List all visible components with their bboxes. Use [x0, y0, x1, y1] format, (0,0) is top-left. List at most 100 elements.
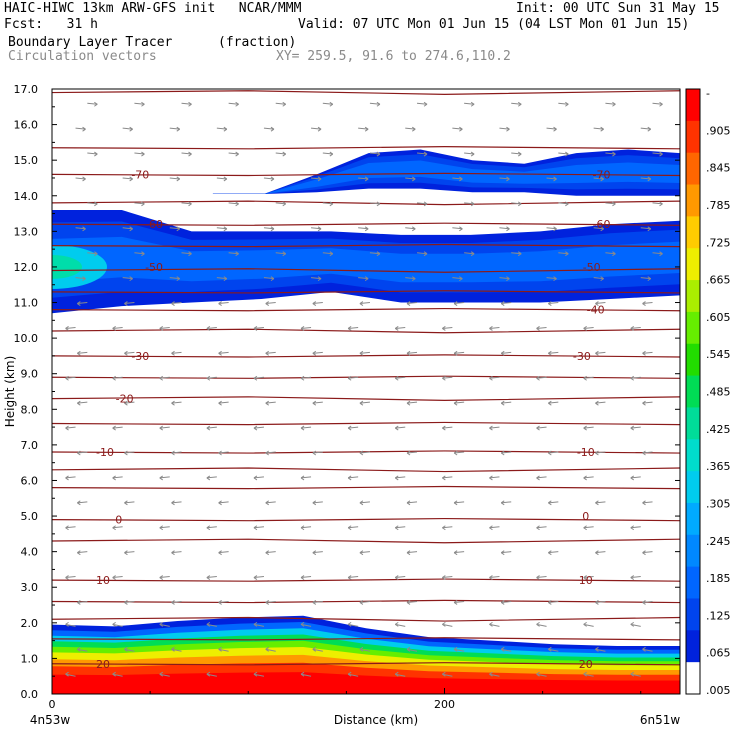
- circulation-vector-head: [65, 475, 69, 481]
- theta-contour: [52, 450, 680, 454]
- circulation-vector: [358, 177, 369, 180]
- circulation-vector-head: [124, 550, 128, 556]
- circulation-vector-head: [642, 500, 646, 506]
- circulation-vector: [583, 673, 594, 677]
- circulation-vector-head: [506, 126, 510, 132]
- circulation-vector: [206, 476, 217, 479]
- circulation-vector-head: [423, 251, 428, 257]
- circulation-vector: [499, 227, 510, 230]
- circulation-vector: [489, 326, 500, 329]
- circulation-vector: [642, 401, 653, 404]
- header-valid-time: Valid: 07 UTC Mon 01 Jun 15 (04 LST Mon …: [298, 17, 690, 32]
- circulation-vector: [630, 476, 641, 479]
- colorbar-label: .065: [706, 647, 731, 660]
- circulation-vector-head: [659, 251, 663, 257]
- circulation-vector-head: [188, 101, 192, 107]
- circulation-vector: [218, 351, 229, 354]
- circulation-vector: [452, 227, 463, 230]
- circulation-vector: [593, 227, 604, 230]
- header-title: HAIC-HIWC 13km ARW-GFS init NCAR/MMM: [4, 1, 302, 16]
- circulation-vector-head: [500, 301, 505, 306]
- circulation-vector: [536, 426, 547, 429]
- circulation-vector-head: [329, 101, 334, 107]
- circulation-vector: [501, 451, 512, 454]
- circulation-vector: [501, 302, 512, 305]
- circulation-vector-head: [647, 176, 652, 182]
- circulation-vector: [442, 326, 453, 329]
- circulation-vector-head: [411, 176, 416, 182]
- circulation-vector-head: [406, 350, 411, 356]
- circulation-vector-head: [218, 400, 222, 406]
- circulation-vector-head: [659, 201, 663, 207]
- circulation-vector-head: [406, 600, 411, 605]
- circulation-vector-head: [489, 621, 493, 627]
- circulation-vector: [630, 673, 641, 677]
- circulation-vector-head: [470, 201, 475, 207]
- circulation-vector-head: [453, 450, 458, 456]
- circulation-vector: [311, 277, 322, 280]
- colorbar-swatch: [686, 534, 700, 568]
- circulation-vector: [112, 526, 123, 529]
- circulation-vector: [181, 102, 192, 105]
- circulation-vector-head: [548, 550, 552, 556]
- circulation-vector-head: [612, 201, 616, 207]
- circulation-vector-head: [317, 126, 322, 132]
- contour-label: -70: [131, 168, 149, 181]
- circulation-vector-head: [176, 126, 181, 132]
- colorbar-label: .785: [706, 199, 731, 212]
- circulation-vector-head: [453, 301, 458, 306]
- circulation-vector-head: [453, 500, 458, 506]
- circulation-vector: [405, 177, 416, 180]
- circulation-vector: [454, 648, 465, 652]
- circulation-vector-head: [583, 575, 587, 580]
- circulation-vector-head: [489, 425, 493, 431]
- circulation-vector: [442, 673, 453, 677]
- circulation-vector: [640, 127, 651, 130]
- circulation-vector-head: [94, 101, 98, 107]
- circulation-vector-head: [565, 251, 569, 257]
- circulation-vector: [206, 426, 217, 429]
- circulation-vector-head: [218, 301, 222, 306]
- theta-contour: [52, 616, 680, 622]
- circulation-vector: [452, 177, 463, 180]
- circulation-vector: [218, 451, 229, 454]
- circulation-vector-head: [359, 500, 364, 506]
- circulation-vector-head: [411, 276, 416, 282]
- y-tick-label: 11.0: [14, 297, 39, 310]
- circulation-vector-head: [159, 525, 164, 531]
- circulation-vector-head: [517, 151, 522, 157]
- circulation-vector-head: [65, 375, 69, 381]
- circulation-vector-head: [406, 550, 411, 556]
- bl-tracer-shade-8: [52, 672, 680, 694]
- circulation-vector-head: [406, 646, 411, 652]
- circulation-vector-head: [312, 400, 317, 406]
- circulation-vector-head: [394, 425, 399, 431]
- circulation-vector: [122, 277, 133, 280]
- circulation-vector: [348, 376, 359, 379]
- circulation-vector-head: [583, 671, 587, 677]
- circulation-vector: [253, 673, 265, 677]
- circulation-vector-head: [300, 671, 305, 677]
- circulation-vector-head: [548, 350, 552, 356]
- circulation-vector: [489, 426, 500, 429]
- circulation-vector: [489, 673, 500, 677]
- circulation-vector: [124, 401, 135, 404]
- circulation-vector: [228, 252, 239, 255]
- circulation-vector-head: [159, 475, 164, 481]
- circulation-vector-head: [206, 326, 211, 331]
- circulation-vector-head: [612, 151, 616, 157]
- circulation-vector: [312, 648, 323, 652]
- circulation-vector: [642, 451, 653, 454]
- circulation-vector: [263, 277, 274, 280]
- circulation-vector-head: [77, 550, 81, 556]
- circulation-vector-head: [159, 326, 164, 331]
- circulation-vector: [265, 600, 276, 603]
- circulation-vector-head: [159, 425, 164, 431]
- circulation-vector-head: [453, 600, 458, 605]
- circulation-vector: [300, 673, 312, 677]
- circulation-vector: [124, 551, 135, 554]
- circulation-vector-head: [442, 575, 446, 580]
- circulation-vector-head: [612, 251, 616, 257]
- circulation-vector: [605, 102, 616, 105]
